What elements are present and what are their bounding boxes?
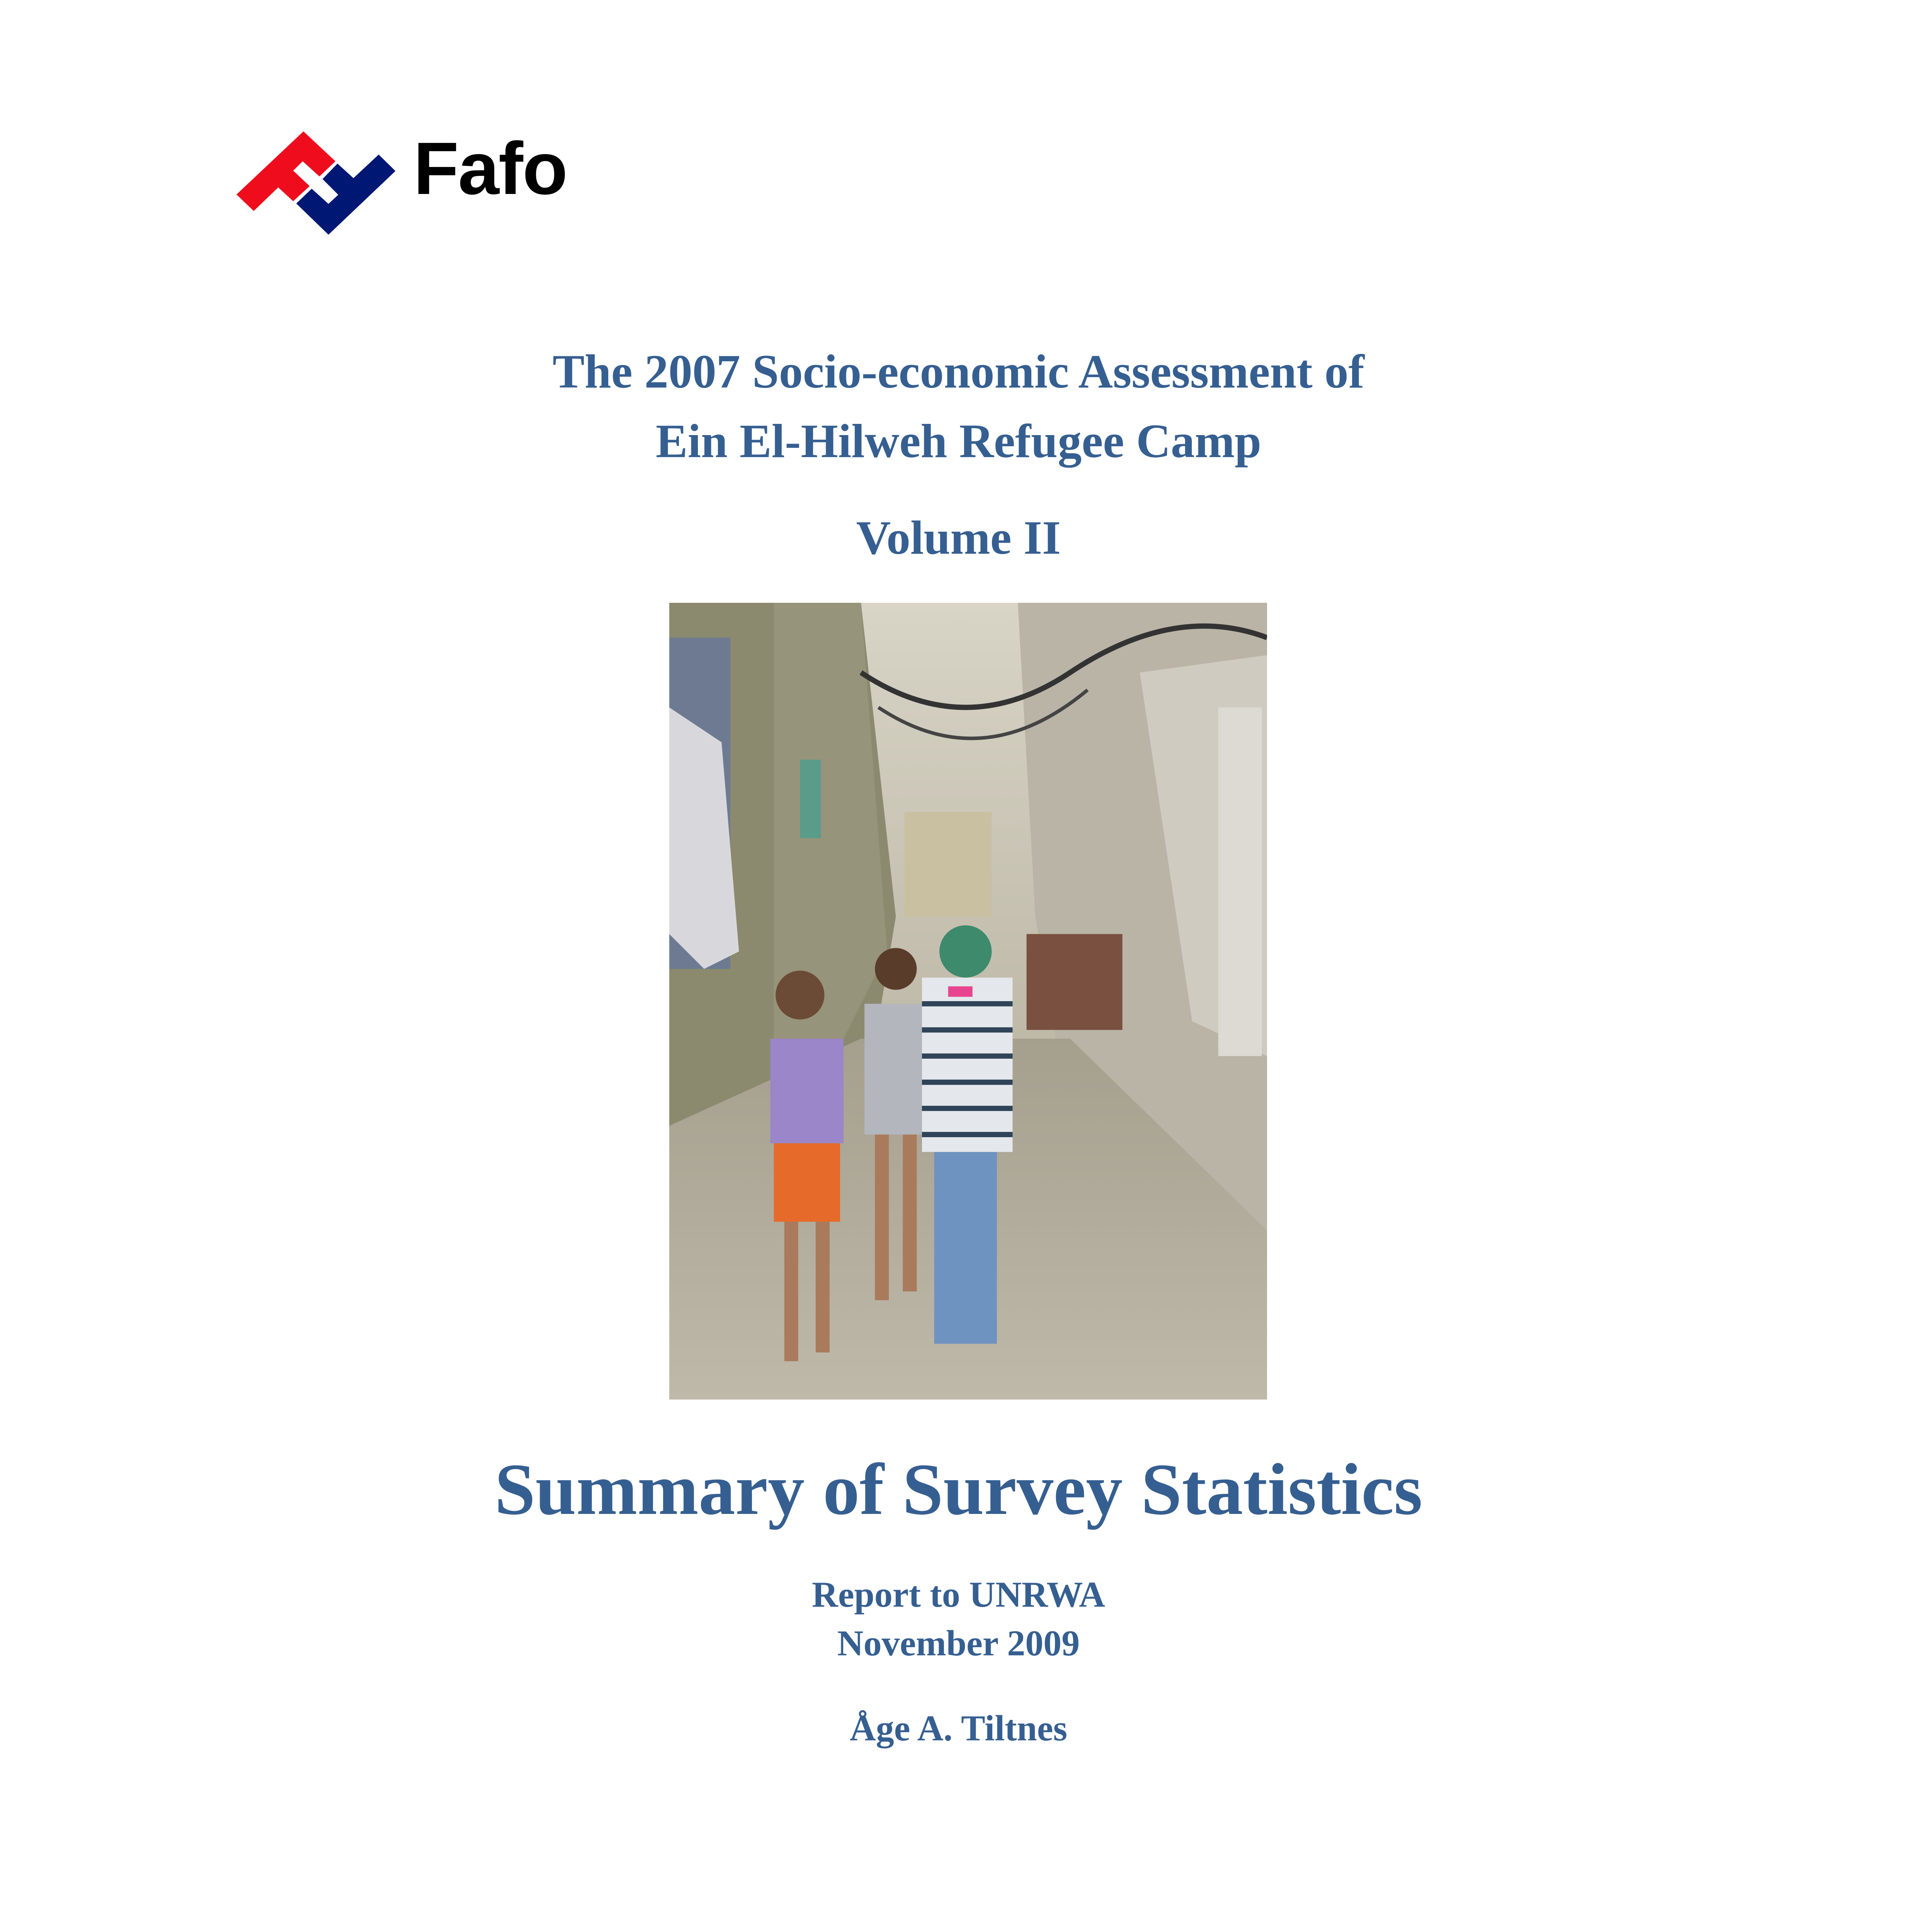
report-author: Åge A. Tiltnes	[849, 1708, 1068, 1748]
report-title-line-2: Ein El-Hilweh Refugee Camp	[655, 415, 1262, 468]
report-date: November 2009	[837, 1623, 1080, 1663]
cover-photo	[669, 603, 1267, 1400]
logo-wordmark: Fafo	[413, 127, 568, 210]
report-subtitle: Summary of Survey Statistics	[494, 1449, 1423, 1530]
logo-blue-shape	[296, 155, 396, 235]
logo-red-shape	[236, 131, 335, 211]
logo: Fafo	[0, 116, 1917, 255]
fafo-logo-icon	[236, 131, 396, 235]
volume-label: Volume II	[856, 511, 1061, 564]
report-title-line-1: The 2007 Socio-economic Assessment of	[553, 345, 1364, 398]
report-recipient: Report to UNRWA	[811, 1575, 1106, 1615]
